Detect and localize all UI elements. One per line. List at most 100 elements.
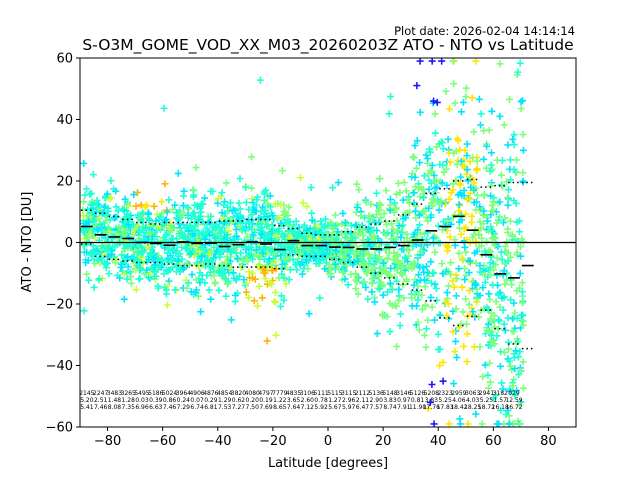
bin-stat-label: 5024 bbox=[162, 390, 177, 397]
scatter-point bbox=[272, 331, 280, 339]
scatter-point bbox=[460, 342, 468, 350]
scatter-point bbox=[174, 169, 182, 177]
scatter-point bbox=[353, 203, 361, 211]
scatter-point bbox=[457, 173, 465, 181]
scatter-point bbox=[277, 292, 285, 300]
scatter-point bbox=[404, 195, 412, 203]
scatter-point bbox=[206, 231, 214, 239]
scatter-point bbox=[402, 275, 410, 283]
scatter-point bbox=[230, 244, 238, 252]
bin-stat-label: 1.48 bbox=[108, 397, 122, 404]
scatter-point bbox=[243, 233, 251, 241]
scatter-point bbox=[166, 266, 174, 274]
scatter-point bbox=[285, 203, 293, 211]
scatter-point bbox=[386, 328, 394, 336]
bin-stat-label: 7.46 bbox=[94, 404, 108, 411]
bin-stat-label: 7779 bbox=[272, 390, 287, 397]
scatter-point bbox=[424, 316, 432, 324]
scatter-point bbox=[439, 377, 447, 385]
scatter-point bbox=[160, 104, 168, 112]
scatter-point bbox=[305, 310, 313, 318]
scatter-point bbox=[388, 286, 396, 294]
scatter-point bbox=[162, 290, 170, 298]
scatter-point bbox=[519, 169, 527, 177]
scatter-point bbox=[496, 60, 504, 68]
y-tick-label: −20 bbox=[46, 298, 73, 313]
bin-stat-label: 7.91 bbox=[397, 404, 411, 411]
scatter-point bbox=[459, 162, 467, 170]
scatter-point bbox=[245, 206, 253, 214]
scatter-point bbox=[207, 187, 215, 195]
bin-stat-label: 7.35 bbox=[122, 404, 136, 411]
scatter-point bbox=[222, 258, 230, 266]
scatter-point bbox=[493, 254, 501, 262]
scatter-point bbox=[269, 267, 277, 275]
bin-stat-label: 1.28 bbox=[122, 397, 136, 404]
scatter-point bbox=[503, 238, 511, 246]
bin-stats-layer: 2145224734833265549551865024396449064876… bbox=[79, 390, 523, 411]
scatter-point bbox=[506, 156, 514, 164]
scatter-point bbox=[386, 279, 394, 287]
bin-stat-label: 3964 bbox=[176, 390, 191, 397]
bin-stat-label: 17.83 bbox=[437, 404, 454, 411]
bin-stat-label: 18.25 bbox=[464, 404, 481, 411]
scatter-point bbox=[466, 257, 474, 265]
scatter-point bbox=[179, 233, 187, 241]
scatter-point bbox=[485, 290, 493, 298]
scatter-point bbox=[354, 231, 362, 239]
scatter-point bbox=[516, 401, 524, 409]
scatter-point bbox=[490, 234, 498, 242]
scatter-point bbox=[201, 279, 209, 287]
scatter-point bbox=[461, 264, 469, 272]
scatter-point bbox=[302, 233, 310, 241]
scatter-point bbox=[395, 297, 403, 305]
scatter-point bbox=[178, 243, 186, 251]
scatter-point bbox=[477, 110, 485, 118]
scatter-point bbox=[408, 169, 416, 177]
scatter-point bbox=[426, 148, 434, 156]
scatter-point bbox=[462, 84, 470, 92]
scatter-point bbox=[255, 226, 263, 234]
scatter-point bbox=[506, 362, 514, 370]
scatter-point bbox=[508, 231, 516, 239]
scatter-point bbox=[145, 215, 153, 223]
scatter-point bbox=[462, 248, 470, 256]
scatter-point bbox=[508, 281, 516, 289]
scatter-point bbox=[504, 249, 512, 257]
scatter-point bbox=[480, 207, 488, 215]
scatter-point bbox=[427, 293, 435, 301]
scatter-point bbox=[466, 239, 474, 247]
scatter-point bbox=[498, 379, 506, 387]
scatter-point bbox=[441, 224, 449, 232]
scatter-point bbox=[225, 227, 233, 235]
scatter-point bbox=[476, 218, 484, 226]
bin-stat-label: 3.83 bbox=[383, 397, 397, 404]
scatter-point bbox=[488, 340, 496, 348]
x-tick-label: −40 bbox=[204, 434, 231, 449]
scatter-point bbox=[119, 205, 127, 213]
scatter-point bbox=[499, 385, 507, 393]
scatter-points-layer bbox=[80, 58, 527, 427]
scatter-point bbox=[93, 196, 101, 204]
bin-stat-label: 029 bbox=[508, 390, 520, 397]
scatter-point bbox=[408, 294, 416, 302]
x-tick-label: 60 bbox=[485, 434, 502, 449]
scatter-point bbox=[487, 271, 495, 279]
scatter-point bbox=[394, 227, 402, 235]
scatter-point bbox=[415, 271, 423, 279]
scatter-point bbox=[465, 258, 473, 266]
scatter-point bbox=[132, 266, 140, 274]
bin-stat-label: 0.19 bbox=[259, 397, 273, 404]
scatter-point bbox=[416, 251, 424, 259]
scatter-point bbox=[294, 228, 302, 236]
bin-stat-label: 2247 bbox=[93, 390, 108, 397]
scatter-point bbox=[164, 282, 172, 290]
scatter-point bbox=[439, 358, 447, 366]
scatter-point bbox=[479, 373, 487, 381]
scatter-point bbox=[101, 202, 109, 210]
scatter-point bbox=[296, 174, 304, 182]
scatter-point bbox=[450, 80, 458, 88]
scatter-point bbox=[417, 229, 424, 237]
scatter-point bbox=[447, 259, 455, 267]
